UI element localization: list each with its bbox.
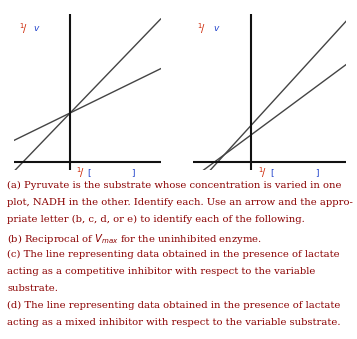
- Text: $^1\!/$: $^1\!/$: [19, 21, 27, 36]
- Text: (d) The line representing data obtained in the presence of lactate: (d) The line representing data obtained …: [7, 301, 341, 310]
- Text: $v$: $v$: [213, 24, 220, 34]
- Text: plot, NADH in the other. Identify each. Use an arrow and the appro-: plot, NADH in the other. Identify each. …: [7, 198, 353, 207]
- Text: priate letter (b, c, d, or e) to identify each of the following.: priate letter (b, c, d, or e) to identif…: [7, 215, 305, 224]
- Text: (c) The line representing data obtained in the presence of lactate: (c) The line representing data obtained …: [7, 250, 340, 259]
- Text: acting as a competitive inhibitor with respect to the variable: acting as a competitive inhibitor with r…: [7, 266, 316, 276]
- Text: $[$: $[$: [87, 167, 92, 179]
- Text: acting as a mixed inhibitor with respect to the variable substrate.: acting as a mixed inhibitor with respect…: [7, 318, 341, 327]
- Text: (b) Reciprocal of $V_{max}$ for the uninhibited enzyme.: (b) Reciprocal of $V_{max}$ for the unin…: [7, 233, 262, 246]
- Text: $]$: $]$: [315, 167, 320, 179]
- Text: $]$: $]$: [131, 167, 135, 179]
- Text: substrate.: substrate.: [7, 284, 58, 293]
- Text: $^1\!/$: $^1\!/$: [258, 165, 266, 180]
- Text: $[$: $[$: [270, 167, 274, 179]
- Text: $v$: $v$: [33, 24, 41, 34]
- Text: $^1\!/$: $^1\!/$: [76, 165, 85, 180]
- Text: (a) Pyruvate is the substrate whose concentration is varied in one: (a) Pyruvate is the substrate whose conc…: [7, 181, 342, 190]
- Text: $^1\!/$: $^1\!/$: [197, 21, 206, 36]
